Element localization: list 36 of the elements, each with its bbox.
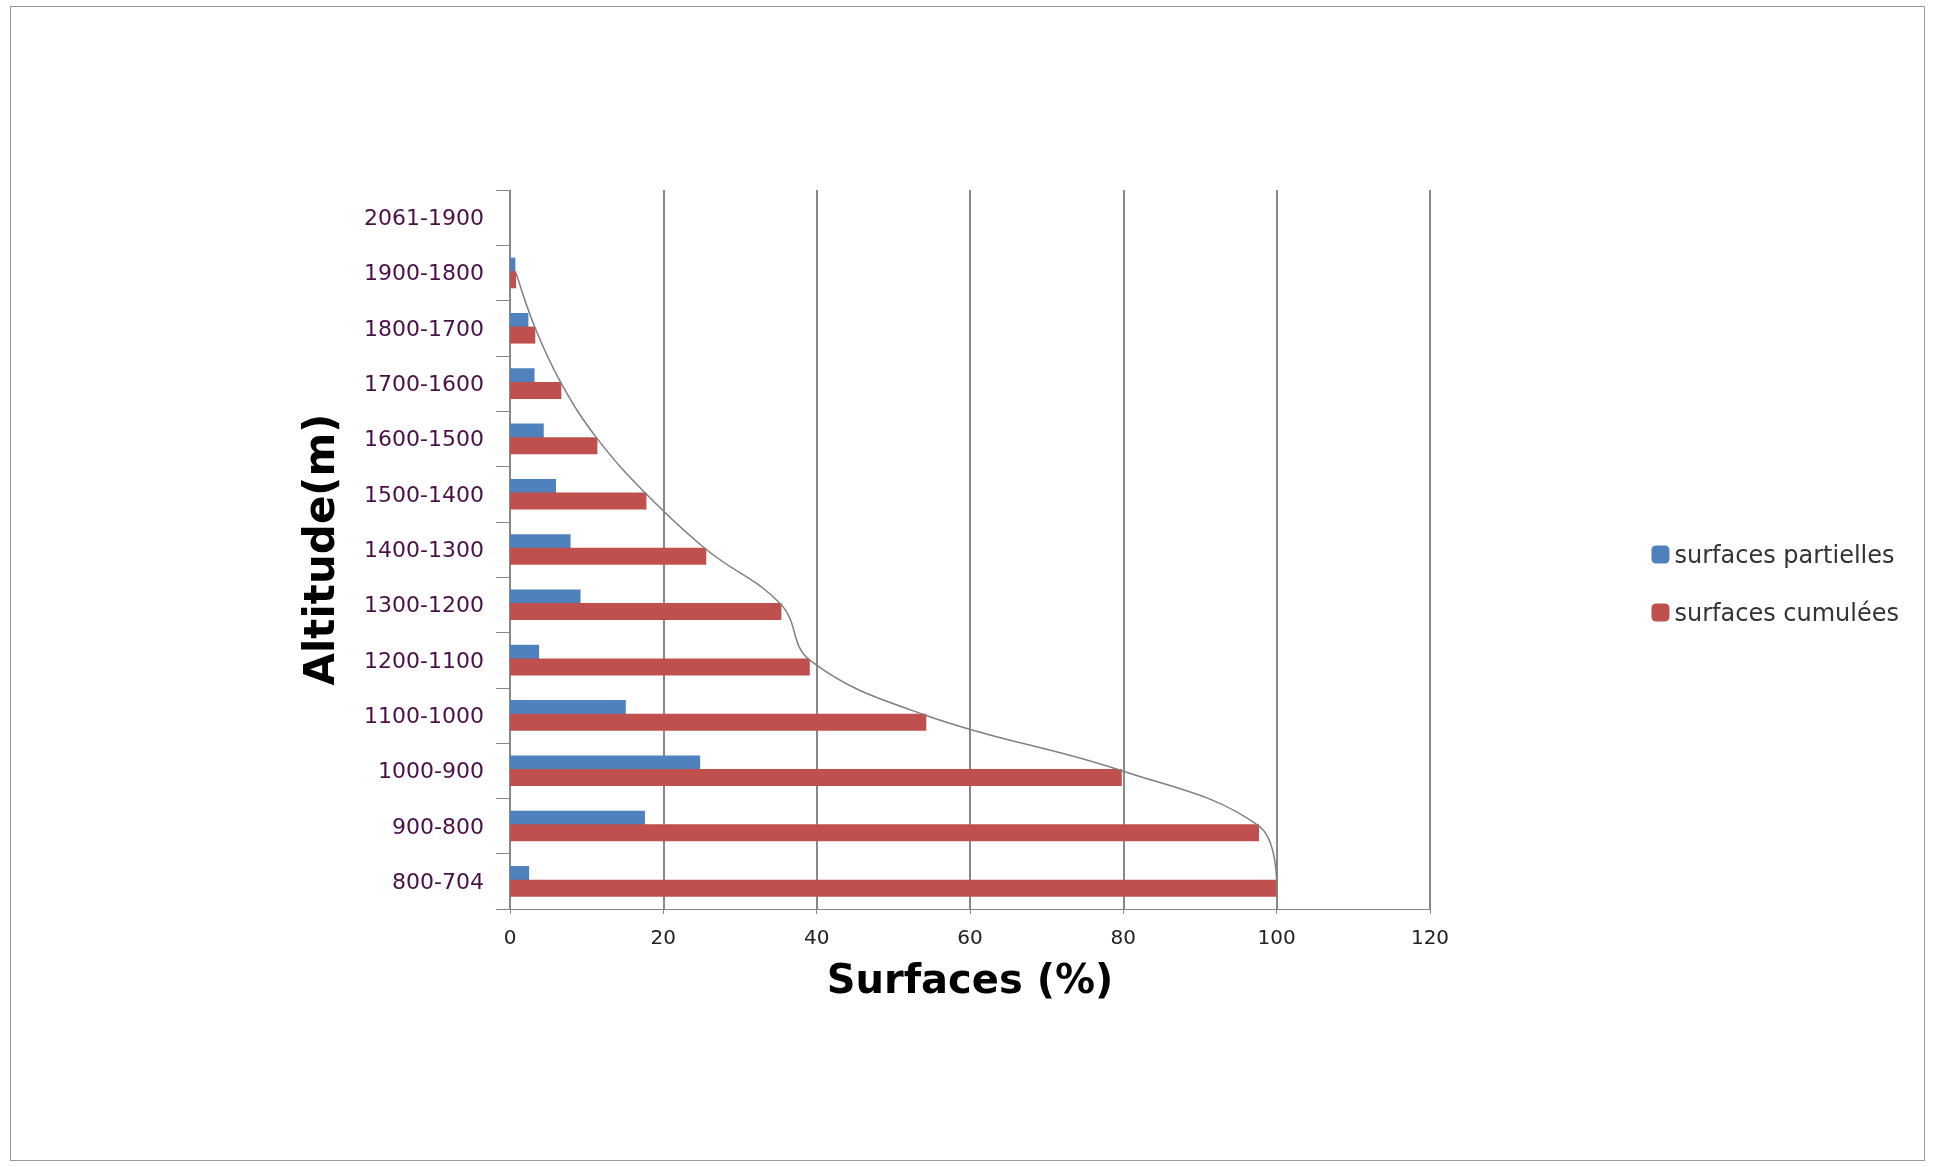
y-tick-label: 800-704: [392, 868, 484, 894]
x-tick-label: 20: [650, 925, 677, 949]
x-tick-label: 80: [1110, 925, 1137, 949]
y-tick-label: 1900-1800: [364, 260, 484, 286]
y-tick-label: 1000-900: [378, 758, 484, 784]
legend-label: surfaces partielles: [1674, 540, 1895, 569]
y-tick-label: 1500-1400: [364, 481, 484, 507]
y-tick-label: 900-800: [392, 813, 484, 839]
bar: [510, 658, 810, 676]
bar: [510, 271, 517, 289]
y-axis-title: Altitude(m): [294, 413, 344, 686]
y-tick-label: 1800-1700: [364, 315, 484, 341]
bar: [510, 824, 1260, 842]
y-tick-label: 1400-1300: [364, 537, 484, 562]
bar: [510, 437, 598, 455]
y-tick-label: 1600-1500: [364, 426, 484, 452]
bar: [510, 492, 647, 510]
x-tick-label: 0: [503, 925, 517, 949]
y-tick-label: 2061-1900: [364, 205, 484, 231]
bar: [510, 603, 782, 621]
bar: [510, 547, 707, 565]
bar: [510, 381, 562, 399]
x-axis-title: Surfaces (%): [826, 956, 1114, 1002]
x-tick-label: 60: [957, 925, 983, 949]
legend-label: surfaces cumulées: [1674, 598, 1899, 627]
y-tick-label: 1200-1100: [364, 647, 484, 673]
bar: [510, 713, 927, 731]
y-tick-label: 1100-1000: [364, 702, 484, 728]
x-tick-label: 40: [803, 925, 830, 949]
y-tick-label: 1700-1600: [364, 371, 484, 397]
y-tick-label: 1300-1200: [364, 592, 484, 618]
x-tick-label: 100: [1257, 925, 1296, 949]
bar: [510, 326, 536, 344]
bar: [510, 769, 1122, 787]
bar: [510, 879, 1277, 897]
x-tick-label: 120: [1410, 925, 1450, 949]
